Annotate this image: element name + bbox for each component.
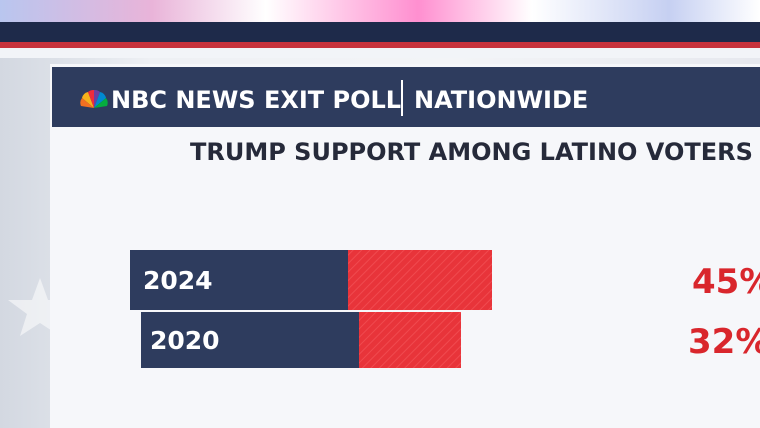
chart-title: TRUMP SUPPORT AMONG LATINO VOTERS bbox=[190, 138, 753, 166]
nbc-peacock-icon bbox=[80, 89, 108, 108]
bar-category-label: 2020 bbox=[150, 326, 220, 355]
star-icon bbox=[8, 278, 72, 336]
top-light-strip bbox=[0, 0, 760, 22]
header-divider bbox=[401, 80, 403, 116]
brand-title: NBC NEWS EXIT POLL bbox=[111, 86, 402, 114]
bar-base-2024 bbox=[130, 250, 348, 310]
bar-value-label: 45% bbox=[692, 262, 760, 302]
header-bar bbox=[52, 67, 760, 127]
bar-base-2020 bbox=[141, 312, 359, 368]
top-dark-band bbox=[0, 22, 760, 42]
bar-value-2020 bbox=[359, 312, 461, 368]
region-label: NATIONWIDE bbox=[414, 86, 589, 114]
white-stripe bbox=[0, 48, 760, 58]
bar-value-2024 bbox=[348, 250, 492, 310]
bar-category-label: 2024 bbox=[143, 266, 213, 295]
bar-value-label: 32% bbox=[688, 322, 760, 362]
red-stripe bbox=[0, 42, 760, 48]
